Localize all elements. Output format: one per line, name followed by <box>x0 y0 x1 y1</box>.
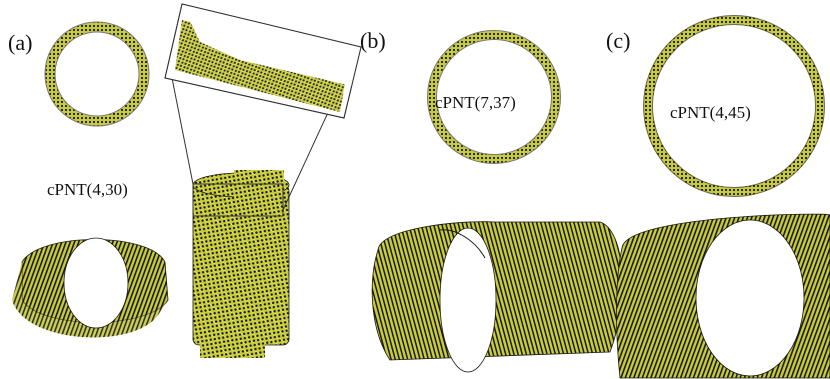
panel-c-cross-section-ring <box>643 15 825 197</box>
panel-c-label: (c) <box>606 28 631 53</box>
panel-c <box>616 15 830 379</box>
panel-b <box>371 30 623 373</box>
panel-b-tube <box>371 221 623 373</box>
panel-a-vertical-tube <box>192 170 290 358</box>
panel-b-label: (b) <box>360 28 386 53</box>
panel-a-label: (a) <box>8 30 33 55</box>
panel-b-cross-section-ring <box>428 31 560 163</box>
panel-a-caption: cPNT(4,30) <box>47 180 128 199</box>
panel-a <box>12 3 362 358</box>
panel-c-caption: cPNT(4,45) <box>670 103 751 122</box>
panel-a-zoom-callout <box>164 3 362 217</box>
panel-a-cross-section-ring <box>45 22 149 126</box>
panel-c-tube <box>616 213 830 379</box>
panel-a-tilted-tube <box>12 237 169 338</box>
panel-b-caption: cPNT(7,37) <box>435 93 516 112</box>
